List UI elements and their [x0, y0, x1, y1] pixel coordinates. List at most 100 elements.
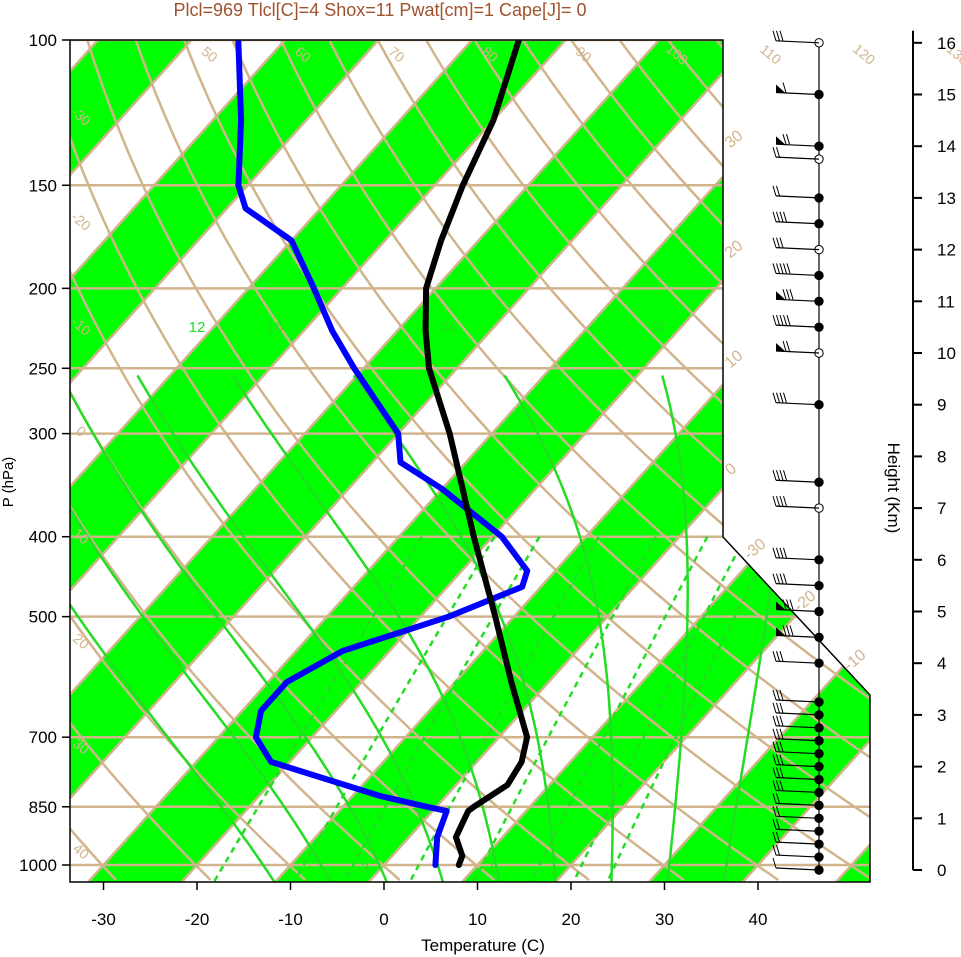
- wind-barb-feather: [772, 728, 777, 739]
- height-tick-label: 2: [937, 758, 946, 777]
- wind-barb-feather: [779, 754, 784, 765]
- wind-barb: [775, 479, 820, 483]
- moist-adiabat-line: [70, 374, 276, 882]
- temperature-tick-label: 40: [749, 910, 768, 929]
- temperature-tick-label: -10: [278, 910, 303, 929]
- wind-barb-feather: [779, 689, 784, 701]
- wind-barb: [775, 699, 820, 703]
- wind-barb: [775, 557, 820, 561]
- height-tick-label: 5: [937, 603, 946, 622]
- isotherm-label: 40: [70, 840, 92, 862]
- wind-barb-feather: [779, 263, 784, 274]
- wind-barb-feather: [772, 806, 777, 817]
- mixing-ratio-line: [408, 536, 600, 882]
- wind-barb: [775, 789, 820, 794]
- wind-barb-flag: [776, 136, 786, 146]
- wind-barb-feather: [776, 263, 780, 274]
- height-tick-label: 1: [937, 809, 946, 828]
- isotherm-line: [648, 40, 870, 882]
- mixing-ratio-line: [530, 536, 709, 882]
- wind-barb-feather: [786, 625, 790, 636]
- wind-barb: [775, 505, 820, 509]
- temperature-band: [275, 40, 870, 882]
- mixing-ratio-line: [293, 536, 496, 882]
- wind-barb-feather: [779, 547, 784, 558]
- wind-barb-feather: [782, 625, 787, 636]
- height-tick-label: 9: [937, 396, 946, 415]
- wind-barb-feather: [779, 470, 784, 481]
- wind-barb-feather: [772, 819, 777, 830]
- isotherm-label: 50: [199, 43, 221, 65]
- wind-barb-feather: [772, 237, 777, 248]
- isotherm-line: [70, 40, 380, 882]
- wind-barb-feather: [772, 689, 777, 701]
- height-tick-label: 8: [937, 447, 946, 466]
- wind-barb-feather: [779, 728, 784, 739]
- mixing-ratio-label: 16: [267, 319, 284, 336]
- wind-profile: [772, 30, 824, 875]
- height-tick-label: 11: [937, 292, 955, 311]
- wind-barb-feather: [772, 651, 777, 662]
- dry-adiabat-label: 20: [722, 237, 747, 262]
- wind-barb-feather: [772, 702, 777, 714]
- dry-adiabat-line: [70, 40, 401, 881]
- wind-barb-feather: [772, 392, 777, 403]
- pressure-tick-label: 300: [29, 425, 57, 444]
- dry-adiabat-line: [521, 40, 870, 882]
- pressure-tick-label: 500: [29, 608, 57, 627]
- mixing-ratio-label: 12: [189, 319, 206, 336]
- pressure-tick-label: 700: [29, 728, 57, 747]
- wind-barb-feather: [776, 741, 780, 752]
- wind-barb-feather: [783, 263, 787, 274]
- wind-barb-feather: [772, 263, 777, 274]
- height-tick-label: 0: [937, 861, 946, 880]
- wind-barb: [775, 867, 820, 871]
- wind-barb-feather: [779, 741, 784, 752]
- wind-barb-feather: [779, 237, 784, 248]
- wind-barb: [775, 402, 820, 406]
- wind-barb: [775, 725, 820, 729]
- wind-barb-feather: [776, 702, 780, 714]
- temperature-line: [422, 40, 531, 868]
- dry-adiabat-label: 30: [722, 127, 747, 152]
- mixing-ratio-label: 3: [361, 860, 369, 877]
- chart-title: Plcl=969 Tlcl[C]=4 Shox=11 Pwat[cm]=1 Ca…: [173, 0, 586, 20]
- wind-barb-feather: [779, 651, 784, 662]
- wind-barb: [775, 583, 820, 587]
- wind-barb-flag: [776, 84, 786, 94]
- height-tick-label: 6: [937, 551, 946, 570]
- wind-barb-feather: [779, 767, 784, 778]
- isotherm-line: [87, 40, 847, 882]
- temperature-band: [70, 40, 379, 882]
- wind-barb-feather: [772, 495, 777, 507]
- wind-barb-feather: [776, 819, 780, 830]
- wind-barb-feather: [776, 495, 780, 507]
- wind-barb-feather: [772, 573, 777, 584]
- wind-barb-feather: [772, 211, 777, 222]
- wind-barb-feather: [779, 392, 784, 403]
- dry-adiabat-line: [70, 40, 212, 881]
- isotherm-label: 110: [757, 41, 785, 68]
- height-axis-label: Height (Km): [884, 443, 903, 534]
- mixing-ratio-label: 32: [650, 319, 667, 336]
- wind-barb-feather: [772, 767, 777, 778]
- dry-adiabat-line: [70, 40, 685, 882]
- wind-barb-feather: [782, 599, 787, 610]
- wind-barb-feather: [779, 702, 784, 714]
- moist-adiabat-line: [70, 374, 389, 882]
- dry-adiabat-line: [328, 40, 870, 882]
- wind-barb-feather: [772, 715, 777, 726]
- wind-barb-feather: [776, 832, 780, 843]
- wind-barb-feather: [776, 315, 780, 326]
- mixing-ratio-line: [606, 536, 777, 882]
- wind-barb-feather: [776, 806, 780, 817]
- pressure-tick-label: 250: [29, 359, 57, 378]
- wind-barb-feather: [783, 573, 787, 584]
- wind-barb-feather: [779, 715, 784, 726]
- wind-barb-feather: [776, 547, 780, 558]
- moist-adiabat-line: [352, 374, 557, 882]
- wind-barb-flag: [776, 343, 786, 352]
- wind-barb: [775, 660, 820, 664]
- wind-barb-feather: [783, 470, 787, 481]
- wind-barb-feather: [779, 30, 784, 41]
